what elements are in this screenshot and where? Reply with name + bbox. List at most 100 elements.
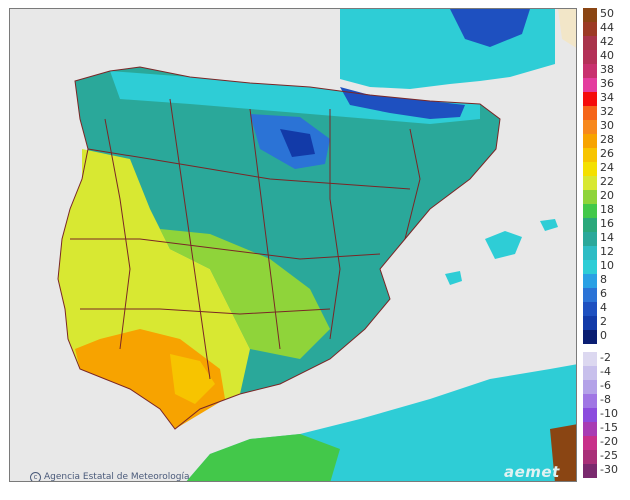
legend-item: 8 <box>580 273 628 288</box>
temperature-map: c Agencia Estatal de Meteorología aemet <box>9 8 577 482</box>
legend-item: -25 <box>580 449 628 464</box>
legend-label: 22 <box>600 175 614 188</box>
copyright-icon: c <box>30 472 41 481</box>
legend-swatch <box>583 176 597 190</box>
province-borders <box>57 66 501 430</box>
legend-swatch <box>583 436 597 450</box>
legend-item: 18 <box>580 203 628 218</box>
legend-swatch <box>583 204 597 218</box>
legend-label: 12 <box>600 245 614 258</box>
legend-item: 44 <box>580 21 628 36</box>
legend-swatch <box>583 148 597 162</box>
legend-swatch <box>583 352 597 366</box>
legend-label: 0 <box>600 329 607 342</box>
legend-item: 6 <box>580 287 628 302</box>
africa-hot-patch <box>550 424 576 481</box>
legend-label: -2 <box>600 351 611 364</box>
legend-label: 16 <box>600 217 614 230</box>
legend-label: -20 <box>600 435 618 448</box>
alps-cold-region <box>450 9 530 47</box>
legend-label: 44 <box>600 21 614 34</box>
legend-item: 4 <box>580 301 628 316</box>
legend-item: 34 <box>580 91 628 106</box>
legend-swatch <box>583 274 597 288</box>
brand-logo: aemet <box>504 463 560 481</box>
mallorca <box>485 231 522 259</box>
legend-swatch <box>583 394 597 408</box>
legend-item: 24 <box>580 161 628 176</box>
legend-swatch <box>583 232 597 246</box>
legend-label: -30 <box>600 463 618 476</box>
legend-item: -10 <box>580 407 628 422</box>
legend-label: 36 <box>600 77 614 90</box>
iberian-system-core <box>280 129 315 157</box>
legend-item: 32 <box>580 105 628 120</box>
legend-label: -15 <box>600 421 618 434</box>
legend-swatch <box>583 288 597 302</box>
legend-item: -6 <box>580 379 628 394</box>
legend-label: 38 <box>600 63 614 76</box>
legend-item: 2 <box>580 315 628 330</box>
legend-label: 24 <box>600 161 614 174</box>
legend-label: 30 <box>600 119 614 132</box>
morocco-green-zone <box>186 434 340 481</box>
legend-label: 10 <box>600 259 614 272</box>
legend-item: 38 <box>580 63 628 78</box>
legend-label: 40 <box>600 49 614 62</box>
legend-item: 0 <box>580 329 628 344</box>
legend-item: 14 <box>580 231 628 246</box>
legend-label: -8 <box>600 393 611 406</box>
legend-swatch <box>583 464 597 478</box>
menorca <box>540 219 558 231</box>
legend-label: 50 <box>600 7 614 20</box>
legend-item: -20 <box>580 435 628 450</box>
legend-swatch <box>583 36 597 50</box>
legend-swatch <box>583 120 597 134</box>
temperature-legend: 50 44 42 40 38 36 34 32 30 28 26 24 22 20 18 16 14 12 10 8 6… <box>580 7 628 482</box>
legend-swatch <box>583 162 597 176</box>
legend-item: 22 <box>580 175 628 190</box>
legend-swatch <box>583 218 597 232</box>
legend-item: 12 <box>580 245 628 260</box>
guadalquivir-warm-zone <box>75 329 225 429</box>
legend-item: 36 <box>580 77 628 92</box>
legend-swatch <box>583 246 597 260</box>
legend-label: 2 <box>600 315 607 328</box>
legend-swatch <box>583 190 597 204</box>
legend-label: -6 <box>600 379 611 392</box>
legend-item: -30 <box>580 463 628 478</box>
legend-swatch <box>583 408 597 422</box>
legend-swatch <box>583 106 597 120</box>
legend-item: 16 <box>580 217 628 232</box>
legend-label: 8 <box>600 273 607 286</box>
map-canvas <box>10 9 576 481</box>
legend-swatch <box>583 330 597 344</box>
credit-text: Agencia Estatal de Meteorología <box>44 472 190 482</box>
legend-swatch <box>583 366 597 380</box>
legend-item: -4 <box>580 365 628 380</box>
legend-label: 34 <box>600 91 614 104</box>
legend-label: -4 <box>600 365 611 378</box>
legend-swatch <box>583 380 597 394</box>
legend-label: -25 <box>600 449 618 462</box>
legend-label: 26 <box>600 147 614 160</box>
legend-item: 42 <box>580 35 628 50</box>
legend-swatch <box>583 422 597 436</box>
legend-label: -10 <box>600 407 618 420</box>
legend-label: 4 <box>600 301 607 314</box>
legend-swatch <box>583 78 597 92</box>
legend-item: -15 <box>580 421 628 436</box>
legend-item: 28 <box>580 133 628 148</box>
ibiza <box>445 271 462 285</box>
legend-swatch <box>583 450 597 464</box>
legend-swatch <box>583 50 597 64</box>
legend-item: 10 <box>580 259 628 274</box>
legend-label: 20 <box>600 189 614 202</box>
pyrenees-cold-zone <box>340 87 465 119</box>
legend-item: 30 <box>580 119 628 134</box>
legend-label: 6 <box>600 287 607 300</box>
legend-item: 50 <box>580 7 628 22</box>
legend-swatch <box>583 260 597 274</box>
legend-swatch <box>583 92 597 106</box>
legend-label: 18 <box>600 203 614 216</box>
